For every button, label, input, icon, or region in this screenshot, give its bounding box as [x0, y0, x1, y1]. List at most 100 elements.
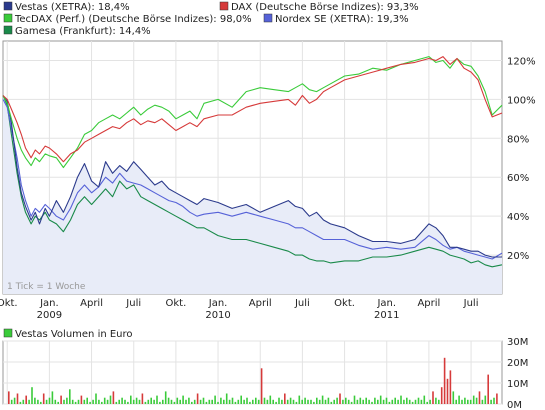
volume-bar: [284, 393, 286, 404]
volume-bar: [228, 399, 231, 404]
volume-bar: [138, 399, 141, 404]
volume-bar: [490, 399, 492, 404]
volume-bar: [188, 397, 190, 404]
legend-swatch-gamesa: [3, 25, 13, 35]
volume-bar: [438, 399, 440, 404]
volume-bar: [336, 397, 338, 404]
volume-bar: [80, 395, 83, 404]
volume-bar: [397, 399, 399, 404]
x-tick-label: April: [249, 298, 272, 309]
volume-bar: [400, 395, 402, 404]
volume-bar: [304, 397, 306, 404]
x-tick-label: Juli: [125, 298, 141, 309]
series-line-3: [2, 99, 503, 260]
volume-bar: [225, 393, 228, 404]
volume-bar: [435, 397, 437, 404]
volume-bar: [249, 401, 251, 404]
y-tick-label: 80%: [507, 134, 529, 145]
volume-bar: [86, 397, 88, 404]
volume-bar: [196, 393, 199, 404]
volume-bar: [92, 399, 94, 404]
volume-bar: [109, 395, 112, 404]
volume-bar: [42, 393, 45, 404]
volume-bar: [379, 395, 382, 404]
volume-bar: [118, 399, 120, 404]
volume-bar: [484, 395, 487, 404]
volume-bar: [182, 395, 184, 404]
volume-bar: [478, 391, 481, 404]
volume-bar: [449, 370, 452, 404]
volume-bar: [316, 397, 318, 404]
volume-bar: [333, 399, 335, 404]
volume-bar: [115, 401, 118, 404]
volume-bar: [257, 399, 260, 404]
volume-bar: [130, 395, 132, 404]
volume-bar: [243, 399, 245, 404]
volume-bar: [57, 401, 59, 404]
volume-bar: [368, 399, 370, 404]
volume-y-tick-label: 10M: [507, 379, 528, 390]
volume-bar: [71, 399, 74, 404]
volume-bar: [193, 399, 196, 404]
volume-bar: [150, 397, 152, 404]
volume-bar: [313, 401, 315, 404]
volume-bar: [266, 399, 269, 404]
vestas-area-fill: [3, 95, 502, 294]
x-tick-label: Okt.: [334, 298, 355, 309]
volume-bar: [16, 393, 19, 404]
x-tick-label: April: [80, 298, 103, 309]
volume-bar: [22, 399, 25, 404]
volume-bar: [414, 399, 417, 404]
y-tick-label: 60%: [507, 173, 529, 184]
x-tick-label: Okt.: [0, 298, 18, 309]
volume-bar: [153, 399, 155, 404]
volume-bar: [25, 395, 27, 404]
legend-swatch-dax: [219, 1, 229, 11]
volume-bar: [48, 397, 51, 404]
volume-bar: [63, 399, 65, 404]
volume-bar: [269, 395, 272, 404]
volume-bar: [382, 399, 385, 404]
volume-y-tick-label: 30M: [507, 337, 528, 348]
volume-bar: [103, 397, 106, 404]
volume-bar: [170, 399, 173, 404]
x-tick-year: 2011: [374, 310, 399, 321]
volume-bar: [365, 397, 367, 404]
volume-bar: [19, 401, 22, 404]
volume-bar: [77, 399, 80, 404]
volume-bar: [292, 399, 295, 404]
volume-bar: [54, 399, 57, 404]
volume-bar: [255, 397, 257, 404]
main-y-axis: 20% 40% 60% 80% 100% 120%: [507, 56, 536, 262]
volume-bar: [388, 401, 391, 404]
volume-bar: [246, 397, 248, 404]
volume-bar: [263, 397, 266, 404]
volume-bar: [356, 399, 359, 404]
volume-y-tick-label: 20M: [507, 358, 528, 369]
series-line-2: [2, 56, 503, 169]
volume-bar: [339, 393, 341, 404]
volume-bar: [217, 401, 219, 404]
volume-bar: [440, 387, 443, 404]
volume-bar: [208, 399, 211, 404]
volume-bar: [475, 397, 478, 404]
volume-bar: [124, 399, 126, 404]
volume-bar: [461, 399, 463, 404]
volume-bar: [234, 401, 237, 404]
volume-bar: [406, 397, 408, 404]
volume-bar: [426, 401, 428, 404]
volume-bar: [310, 399, 312, 404]
volume-bar: [298, 395, 301, 404]
volume-bar: [141, 393, 144, 404]
volume-bar: [301, 399, 303, 404]
volume-bar: [350, 401, 353, 404]
volume-bar: [223, 399, 225, 404]
legend-swatch-volume: [3, 328, 13, 338]
volume-bar: [496, 393, 498, 404]
legend-label-volume: Vestas Volumen in Euro: [15, 329, 133, 340]
volume-bar: [132, 399, 135, 404]
x-tick-label: Jan.: [376, 298, 396, 309]
volume-bar: [167, 397, 170, 404]
volume-bar: [443, 357, 446, 404]
volume-bar: [31, 387, 33, 404]
